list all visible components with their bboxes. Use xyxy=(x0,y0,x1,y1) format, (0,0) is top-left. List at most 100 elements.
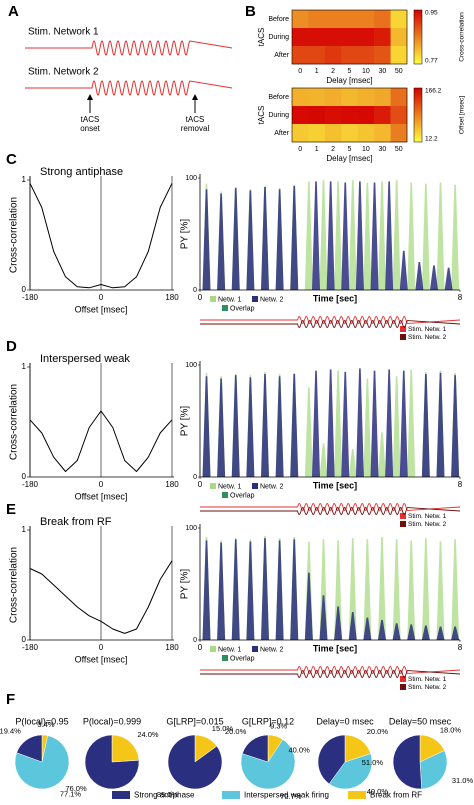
spike xyxy=(217,542,226,640)
spike xyxy=(348,538,357,640)
spike xyxy=(392,180,401,290)
x-tick-label: 180 xyxy=(165,643,179,652)
spike xyxy=(334,181,343,290)
value-label: 24.0% xyxy=(137,730,159,739)
heatmap-cell xyxy=(374,106,391,125)
column-label: 1 xyxy=(315,146,319,153)
legend-swatch xyxy=(400,684,406,690)
legend-label: Stim. Netw. 2 xyxy=(408,334,447,341)
legend-label: Stim. Netw. 1 xyxy=(408,513,447,520)
pie-slice xyxy=(240,739,296,790)
spike xyxy=(217,378,226,477)
colorbar-tick-label: 0.95 xyxy=(425,10,438,17)
axes xyxy=(29,363,174,478)
legend-label: Overlap xyxy=(230,655,255,662)
spike xyxy=(436,626,445,640)
spike xyxy=(246,190,255,290)
spike xyxy=(290,539,299,640)
pie-title: G[LRP]=0.015 xyxy=(166,716,223,726)
legend-swatch xyxy=(222,791,240,799)
pie-slice xyxy=(84,734,140,790)
heatmap-cell xyxy=(324,28,342,47)
column-label: 30 xyxy=(378,68,386,75)
spike xyxy=(341,371,350,477)
x-tick-label: 0 xyxy=(99,643,104,652)
spike xyxy=(334,540,343,640)
spike xyxy=(407,540,416,640)
pie-title: P(local)=0.999 xyxy=(83,716,141,726)
value-label: 19.4% xyxy=(0,727,21,736)
y-tick-label: 0 xyxy=(193,474,197,481)
colorbar-tick-label: 166.2 xyxy=(425,88,442,95)
value-label: 85.0% xyxy=(157,790,179,799)
spike xyxy=(385,181,394,290)
panel-letter: D xyxy=(6,338,17,355)
heatmap-cell xyxy=(292,10,309,29)
spike xyxy=(290,373,299,477)
row-label: During xyxy=(268,112,289,119)
plot-title: Interspersed weak xyxy=(40,353,130,365)
plot-title: Strong antiphase xyxy=(40,166,123,178)
value-label: 9.3% xyxy=(270,722,287,731)
heatmap-cell xyxy=(292,124,309,143)
spike xyxy=(355,181,364,290)
value-label: 18.0% xyxy=(440,726,462,735)
network-label: Stim. Network 2 xyxy=(28,67,99,78)
legend-label: Overlap xyxy=(230,492,255,499)
value-label: 20.0% xyxy=(367,727,389,736)
heatmap-cell xyxy=(341,46,359,65)
spike xyxy=(392,376,401,477)
column-label: 5 xyxy=(348,68,352,75)
network-label: Stim. Network 1 xyxy=(28,27,99,38)
spike xyxy=(319,595,328,640)
x-axis-label: Offset [msec] xyxy=(75,491,128,501)
legend-label: Interspersed weak firing xyxy=(244,791,329,800)
spike xyxy=(421,373,430,477)
y-axis-label: Cross-correlation xyxy=(9,384,20,460)
heatmap-cell xyxy=(390,124,408,143)
colorbar-tick-label: 12.2 xyxy=(425,136,438,143)
heatmap-cell xyxy=(357,46,375,65)
spike xyxy=(436,372,445,477)
heatmap-cell xyxy=(341,124,359,143)
legend-swatch xyxy=(400,521,406,527)
legend-swatch xyxy=(210,646,216,652)
spike xyxy=(202,540,211,640)
spike xyxy=(451,539,460,640)
legend-label: Strong antiphase xyxy=(134,791,195,800)
spike xyxy=(407,182,416,290)
pie-slice xyxy=(328,753,373,790)
y-tick-label: 1 xyxy=(22,362,27,371)
column-label: 2 xyxy=(331,68,335,75)
spike xyxy=(378,619,386,640)
heatmap-cell xyxy=(341,88,359,107)
spike xyxy=(436,182,445,290)
heatmap-cell xyxy=(308,28,326,47)
spike xyxy=(363,617,372,640)
heatmap-cell xyxy=(308,106,326,125)
spike xyxy=(378,432,386,477)
heatmap-cell xyxy=(390,28,408,47)
spike xyxy=(348,449,357,477)
spike xyxy=(363,539,372,640)
spike xyxy=(304,181,313,290)
value-label: 51.0% xyxy=(362,758,384,767)
legend-swatch xyxy=(222,305,228,311)
legend-swatch xyxy=(400,334,406,340)
legend-swatch xyxy=(252,646,258,652)
column-label: 2 xyxy=(331,146,335,153)
spike xyxy=(436,541,445,640)
legend-swatch xyxy=(112,791,130,799)
cross-correlation-line xyxy=(29,183,173,289)
x-tick-label: 0 xyxy=(198,643,203,652)
spike xyxy=(348,612,357,640)
colorbar-label: Cross-correlation xyxy=(459,12,466,62)
value-label: 31.0% xyxy=(452,776,474,785)
heatmap-cell xyxy=(374,46,391,65)
colorbar-tick-label: 0.77 xyxy=(425,58,438,65)
column-label: 0 xyxy=(298,146,302,153)
legend-swatch xyxy=(210,296,216,302)
spike xyxy=(261,373,269,477)
y-tick-label: 100 xyxy=(185,525,197,532)
